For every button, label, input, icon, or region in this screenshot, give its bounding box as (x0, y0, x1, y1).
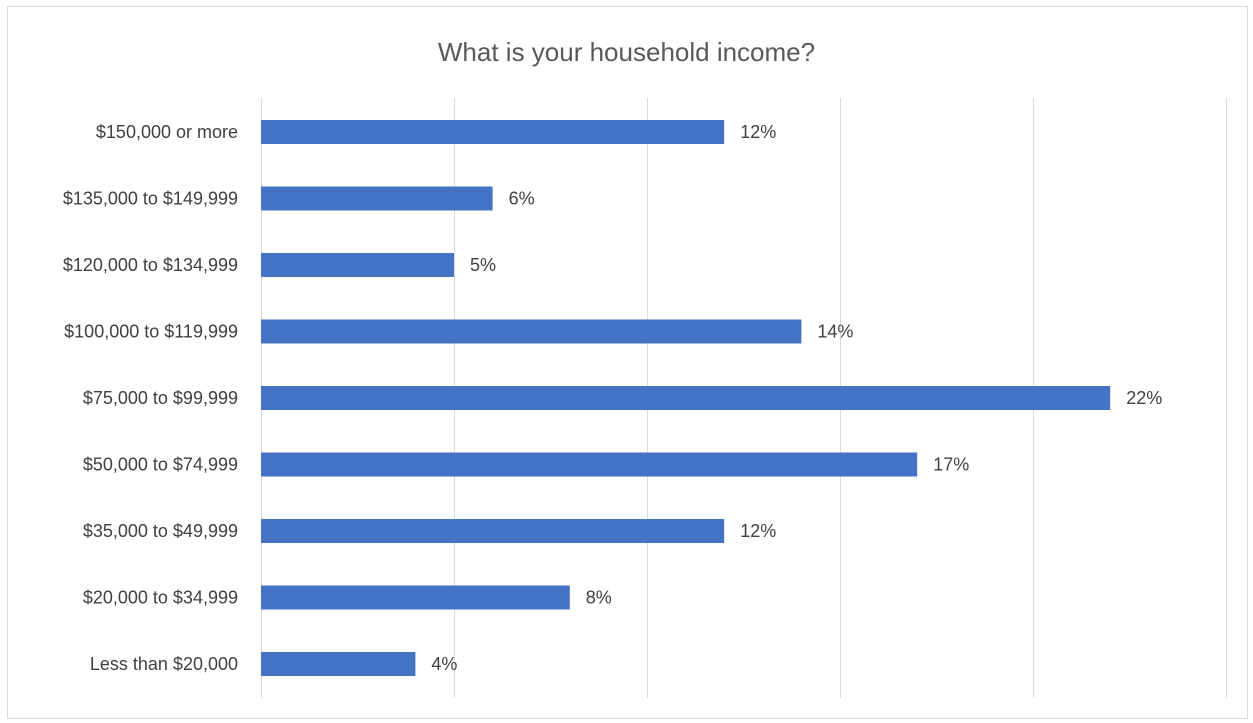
category-label: $20,000 to $34,999 (83, 588, 238, 608)
bar (261, 452, 918, 477)
data-label: 8% (586, 588, 612, 608)
data-label: 14% (817, 322, 853, 342)
category-label: $50,000 to $74,999 (83, 455, 238, 475)
data-label: 12% (740, 122, 776, 142)
bar (261, 319, 802, 344)
category-label: $35,000 to $49,999 (83, 521, 238, 541)
data-label: 22% (1126, 388, 1162, 408)
bar (261, 519, 725, 543)
data-label: 12% (740, 521, 776, 541)
bar (261, 585, 570, 610)
data-label: 17% (933, 455, 969, 475)
bar (261, 253, 454, 277)
category-label: $75,000 to $99,999 (83, 388, 238, 408)
bars (261, 120, 1111, 676)
category-labels: $150,000 or more $135,000 to $149,999 $12… (63, 122, 238, 674)
category-label: Less than $20,000 (90, 654, 238, 674)
data-label: 6% (509, 189, 535, 209)
category-label: $120,000 to $134,999 (63, 255, 238, 275)
data-labels: 12% 6% 5% 14% 22% 17% 12% 8% 4% (431, 122, 1162, 674)
bar (261, 386, 1111, 410)
category-label: $150,000 or more (96, 122, 238, 142)
chart-title: What is your household income? (437, 37, 816, 67)
bar (261, 186, 493, 211)
data-label: 5% (470, 255, 496, 275)
bar (261, 652, 416, 676)
data-label: 4% (431, 654, 457, 674)
category-label: $135,000 to $149,999 (63, 189, 238, 209)
category-label: $100,000 to $119,999 (64, 322, 238, 342)
bar (261, 120, 725, 144)
